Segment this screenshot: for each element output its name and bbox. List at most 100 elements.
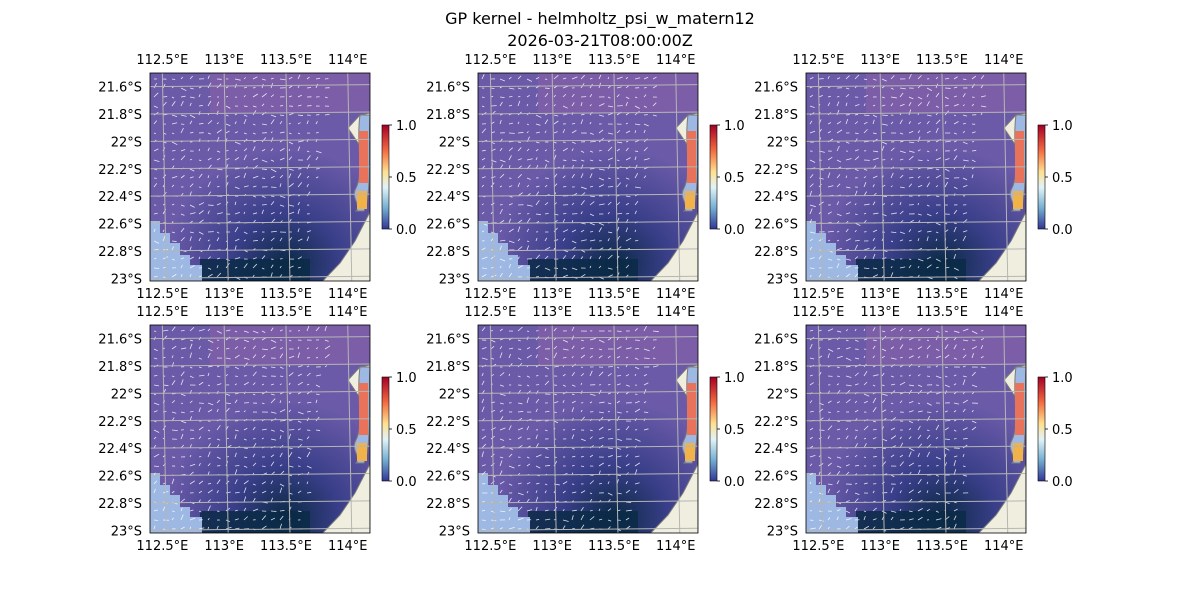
lat-tick-label: 22.2°S (754, 163, 798, 178)
lon-tick-label-bottom: 113°E (532, 287, 572, 302)
lat-tick-label: 22.6°S (426, 218, 470, 233)
colorbar-tick-label: 0.5 (724, 171, 745, 186)
lon-tick-label-top: 113.5°E (260, 53, 312, 68)
lat-tick-label: 22.4°S (754, 442, 798, 457)
map-svg: 112.5°E 112.5°E 113°E 113°E 113.5°E 113.5°E 11… (754, 53, 1073, 302)
lon-tick-label-top: 113.5°E (588, 53, 640, 68)
colorbar-tick-label: 1.0 (724, 371, 745, 386)
map-svg: 112.5°E 112.5°E 113°E 113°E 113.5°E 113.5°E 11… (426, 53, 745, 302)
lon-tick-label-top: 113°E (204, 53, 244, 68)
lat-tick-label: 22.4°S (98, 442, 142, 457)
lon-tick-label-top: 113°E (860, 53, 900, 68)
lon-tick-label-bottom: 112.5°E (792, 287, 844, 302)
lon-tick-label-bottom: 112.5°E (136, 539, 188, 554)
lon-tick-label-top: 114°E (984, 305, 1024, 320)
land-area (322, 112, 370, 281)
colorbar (709, 376, 718, 482)
vector-arrows (153, 74, 330, 280)
colorbar-tick-label: 0.5 (396, 171, 417, 186)
lon-tick-label-top: 113.5°E (588, 305, 640, 320)
map-svg: 112.5°E 112.5°E 113°E 113°E 113.5°E 113.5°E 11… (98, 53, 417, 302)
lat-tick-label: 22.2°S (98, 415, 142, 430)
vector-arrows (481, 74, 657, 280)
lat-tick-label: 22.2°S (98, 163, 142, 178)
lon-tick-label-bottom: 113°E (860, 287, 900, 302)
lon-tick-label-bottom: 112.5°E (136, 287, 188, 302)
lat-tick-label: 21.8°S (98, 108, 142, 123)
lon-tick-label-top: 113.5°E (916, 53, 968, 68)
lon-tick-label-bottom: 113.5°E (916, 287, 968, 302)
colorbar-tick-label: 0.5 (1052, 171, 1073, 186)
lat-tick-label: 21.6°S (426, 81, 470, 96)
lon-tick-label-top: 112.5°E (136, 53, 188, 68)
gridlines (150, 325, 370, 533)
colorbar-tick-label: 0.0 (396, 475, 417, 490)
lat-tick-label: 22.8°S (754, 497, 798, 512)
colorbar (1037, 124, 1046, 230)
lon-tick-label-bottom: 112.5°E (464, 539, 516, 554)
colorbar-tick-label: 1.0 (396, 371, 417, 386)
colorbar-tick-label: 0.5 (724, 423, 745, 438)
lat-tick-label: 22.8°S (426, 497, 470, 512)
lon-tick-label-top: 114°E (328, 53, 368, 68)
colorbar-tick-label: 1.0 (1052, 119, 1073, 134)
gridlines (478, 73, 698, 281)
land-area (650, 364, 698, 533)
gridlines (806, 73, 1026, 281)
lat-tick-label: 22.2°S (754, 415, 798, 430)
lon-tick-label-top: 113°E (204, 305, 244, 320)
lat-tick-label: 23°S (111, 272, 142, 287)
lat-tick-label: 21.8°S (426, 360, 470, 375)
lon-tick-label-bottom: 113.5°E (260, 539, 312, 554)
colorbar (1037, 376, 1046, 482)
map-panel-2: 112.5°E 112.5°E 113°E 113°E 113.5°E 113.5°E 11… (418, 43, 758, 311)
lon-tick-label-top: 113.5°E (916, 305, 968, 320)
lat-tick-label: 22.4°S (98, 190, 142, 205)
colorbar (709, 124, 718, 230)
lon-tick-label-top: 113°E (860, 305, 900, 320)
lon-tick-label-top: 114°E (656, 305, 696, 320)
colorbar (381, 124, 390, 230)
lat-tick-label: 22°S (439, 387, 470, 402)
map-panel-1: 112.5°E 112.5°E 113°E 113°E 113.5°E 113.5°E 11… (90, 43, 430, 311)
lon-tick-label-bottom: 113°E (204, 287, 244, 302)
map-svg: 112.5°E 112.5°E 113°E 113°E 113.5°E 113.5°E 11… (426, 305, 745, 554)
map-panel-4: 112.5°E 112.5°E 113°E 113°E 113.5°E 113.5°E 11… (90, 295, 430, 563)
lat-tick-label: 22.2°S (426, 163, 470, 178)
lon-tick-label-bottom: 113°E (204, 539, 244, 554)
lat-tick-label: 21.6°S (98, 333, 142, 348)
lat-tick-label: 21.8°S (754, 360, 798, 375)
colorbar-tick-label: 0.0 (724, 223, 745, 238)
lon-tick-label-top: 114°E (656, 53, 696, 68)
lon-tick-label-bottom: 112.5°E (792, 539, 844, 554)
colorbar-tick-label: 0.0 (1052, 475, 1073, 490)
colorbar-tick-label: 1.0 (1052, 371, 1073, 386)
lat-tick-label: 23°S (767, 272, 798, 287)
gridlines (150, 73, 370, 281)
vector-arrows (153, 325, 331, 531)
lat-tick-label: 21.8°S (754, 108, 798, 123)
lon-tick-label-bottom: 113°E (532, 539, 572, 554)
lat-tick-label: 22.8°S (98, 497, 142, 512)
lat-tick-label: 22.6°S (754, 470, 798, 485)
lon-tick-label-top: 112.5°E (464, 53, 516, 68)
figure-title: GP kernel - helmholtz_psi_w_matern12 (445, 9, 755, 28)
map-panel-6: 112.5°E 112.5°E 113°E 113°E 113.5°E 113.5°E 11… (746, 295, 1086, 563)
lon-tick-label-bottom: 114°E (656, 287, 696, 302)
lat-tick-label: 23°S (439, 272, 470, 287)
colorbar-tick-label: 0.5 (1052, 423, 1073, 438)
map-svg: 112.5°E 112.5°E 113°E 113°E 113.5°E 113.5°E 11… (98, 305, 417, 554)
colorbar (381, 376, 390, 482)
lon-tick-label-bottom: 113°E (860, 539, 900, 554)
lon-tick-label-top: 113.5°E (260, 305, 312, 320)
colorbar-tick-label: 0.0 (396, 223, 417, 238)
lat-tick-label: 23°S (767, 524, 798, 539)
lat-tick-label: 22.8°S (426, 245, 470, 260)
lon-tick-label-top: 112.5°E (792, 305, 844, 320)
lon-tick-label-top: 114°E (984, 53, 1024, 68)
lon-tick-label-bottom: 114°E (328, 287, 368, 302)
land-area (322, 364, 370, 533)
lon-tick-label-top: 114°E (328, 305, 368, 320)
lon-tick-label-bottom: 114°E (984, 287, 1024, 302)
figure-subtitle: 2026-03-21T08:00:00Z (507, 31, 693, 50)
